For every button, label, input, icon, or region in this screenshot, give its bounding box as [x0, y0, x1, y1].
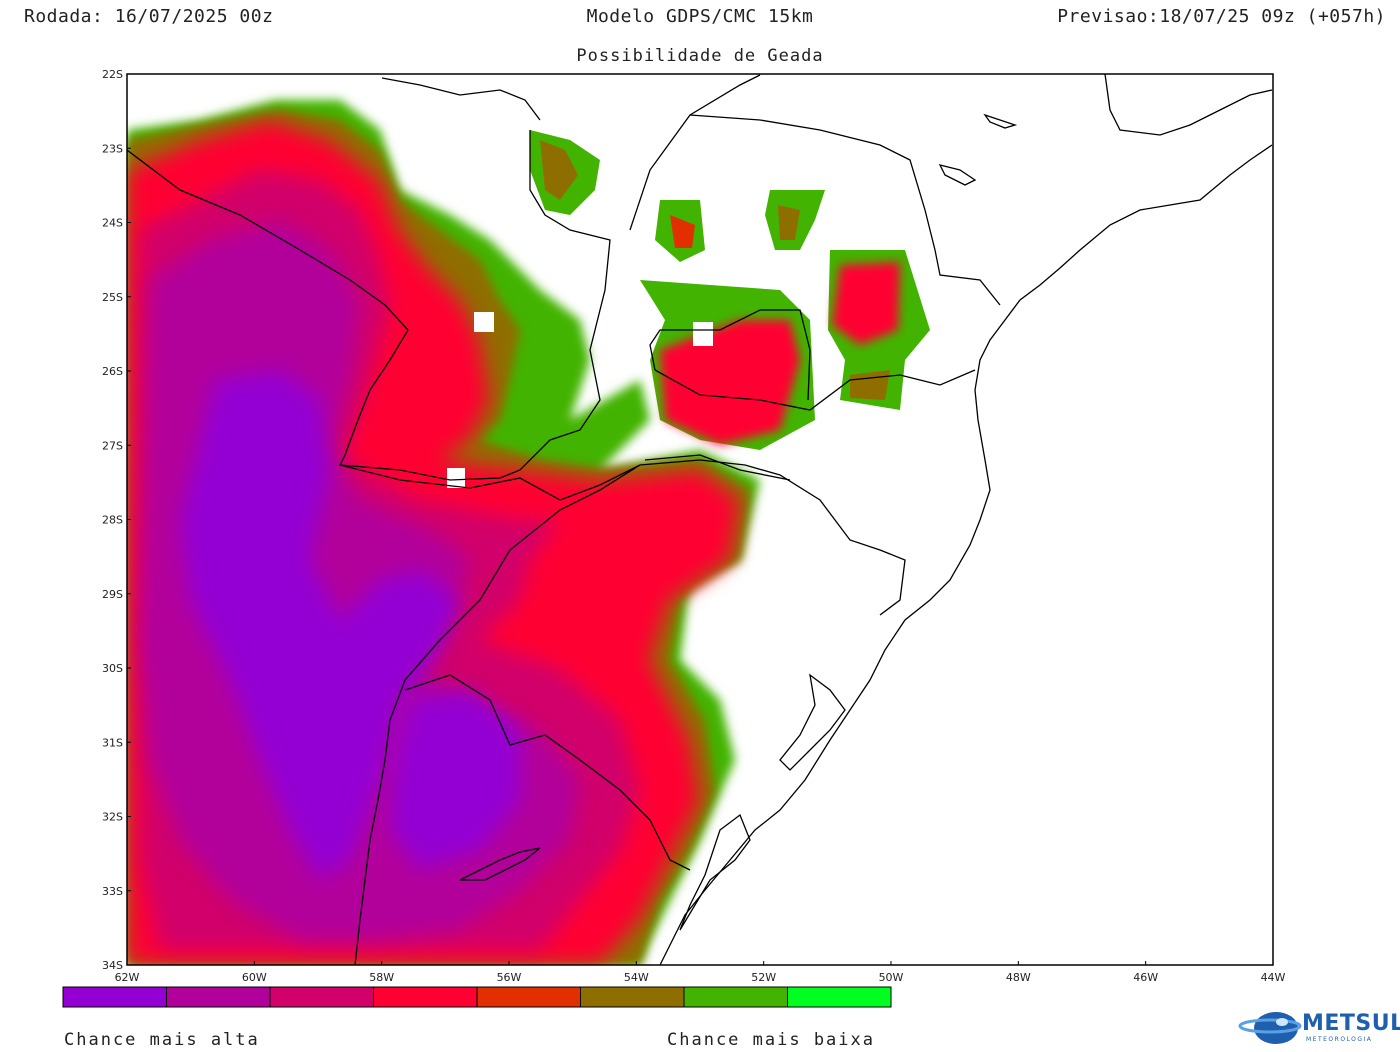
frost-shading — [127, 100, 930, 965]
border-mg — [1104, 74, 1273, 136]
lon-tick-label: 48W — [1006, 971, 1031, 984]
lon-tick-label: 52W — [751, 971, 776, 984]
patch-red-2 — [670, 215, 695, 248]
border-argentina-paraguay — [127, 149, 409, 331]
lon-tick-label: 62W — [115, 971, 140, 984]
hole-2 — [693, 322, 713, 346]
longitude-axis: 62W 60W 58W 56W 54W 52W 50W 48W 46W 44W — [115, 961, 1286, 984]
map-subtitle: Possibilidade de Geada — [576, 46, 824, 66]
lat-tick-label: 33S — [102, 885, 123, 898]
lat-tick-label: 32S — [102, 811, 123, 824]
border-uruguay-river — [339, 459, 906, 616]
hole-3 — [447, 468, 465, 488]
lon-tick-label: 54W — [624, 971, 649, 984]
country-borders — [127, 74, 1273, 965]
coast-lagoon — [679, 813, 751, 931]
coast-bay — [938, 164, 977, 186]
coastline — [459, 113, 1273, 965]
latitude-axis: 22S 23S 24S 25S 26S 27S 28S 29S 30S 31S 32S 33S 34S — [102, 68, 131, 972]
shade-violet-south — [390, 690, 520, 870]
logo-tagline: METEOROLOGIA — [1306, 1036, 1373, 1043]
hole-1 — [474, 312, 494, 332]
logo-name: METSUL — [1302, 1011, 1400, 1036]
lat-tick-label: 25S — [102, 291, 123, 304]
lat-tick-label: 24S — [102, 217, 123, 230]
lon-tick-label: 58W — [369, 971, 394, 984]
lat-tick-label: 26S — [102, 365, 123, 378]
patch-red-5 — [832, 262, 900, 345]
legend-swatch — [787, 986, 892, 1008]
patch-olive-5 — [850, 370, 890, 400]
border-uruguay-brazil — [354, 464, 641, 965]
lat-tick-label: 30S — [102, 662, 123, 675]
lon-tick-label: 46W — [1133, 971, 1158, 984]
lat-tick-label: 27S — [102, 439, 123, 452]
lat-tick-label: 29S — [102, 588, 123, 601]
coast-brazil — [659, 144, 1273, 965]
legend-low-label: Chance mais baixa — [667, 1030, 875, 1050]
border-uruguay-north — [404, 674, 691, 871]
lon-tick-label: 50W — [879, 971, 904, 984]
border-brazil-states — [654, 369, 976, 411]
lon-tick-label: 60W — [242, 971, 267, 984]
coast-lagoon-2 — [779, 673, 846, 771]
lat-tick-label: 34S — [102, 959, 123, 972]
legend-swatch — [373, 986, 478, 1008]
legend-swatch — [62, 986, 167, 1008]
metsul-logo: METSUL METEOROLOGIA — [1232, 1008, 1400, 1048]
mirim-lagoon — [459, 847, 541, 881]
color-legend — [62, 986, 892, 1008]
patch-olive-3 — [778, 205, 800, 240]
model-title: Modelo GDPS/CMC 15km — [586, 6, 814, 27]
patch-red-4 — [660, 320, 800, 445]
border-parana-south — [649, 309, 811, 401]
lat-tick-label: 23S — [102, 142, 123, 155]
shade-violet — [180, 370, 460, 880]
patch-olive-1 — [540, 140, 578, 200]
forecast-time-label: Previsao:18/07/25 09z (+057h) — [1057, 6, 1386, 27]
border-paraguay-river — [338, 130, 611, 481]
lat-tick-label: 31S — [102, 736, 123, 749]
lat-tick-label: 22S — [102, 68, 123, 81]
lon-tick-label: 56W — [497, 971, 522, 984]
legend-swatch — [580, 986, 685, 1008]
legend-high-label: Chance mais alta — [64, 1030, 260, 1050]
border-sc-rs — [644, 454, 791, 481]
border-paraguay-north — [381, 77, 541, 121]
legend-swatch — [166, 986, 271, 1008]
run-time-label: Rodada: 16/07/2025 00z — [24, 6, 274, 27]
globe-icon — [1238, 1012, 1302, 1044]
legend-swatch — [683, 986, 788, 1008]
lat-tick-label: 28S — [102, 514, 123, 527]
border-sp-pr — [689, 114, 1001, 306]
coast-island — [983, 113, 1018, 129]
lon-tick-label: 44W — [1261, 971, 1286, 984]
legend-swatch — [476, 986, 581, 1008]
legend-swatch — [269, 986, 374, 1008]
